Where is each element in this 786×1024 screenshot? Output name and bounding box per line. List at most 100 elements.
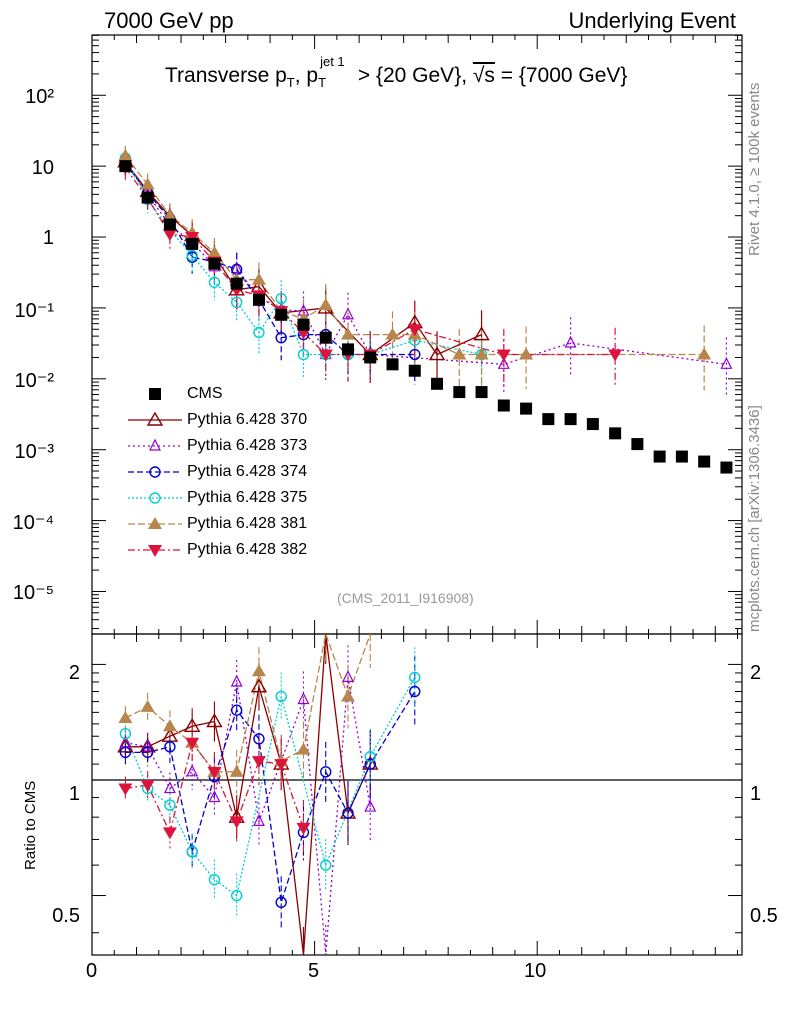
series-point [230,296,243,309]
ratio-tick-label: 0.5 [52,905,80,927]
series-point [428,346,446,361]
legend-entry-374: Pythia 6.428 374 [187,463,308,480]
ratio-point [251,664,266,677]
cms-point [675,450,688,463]
cms-point [653,450,666,463]
ratio-frame [91,633,743,956]
ratio-point [250,678,268,693]
cms-point [186,237,199,250]
header-right: Underlying Event [568,8,736,33]
y-tick-label: 10⁻⁴ [12,512,54,534]
series-point [452,347,467,360]
cms-point [208,257,221,270]
ratio-point [185,737,200,750]
ratio-point [119,727,132,740]
series-point [608,349,623,362]
ratio-point [230,704,243,716]
y-tick-label: 10⁻¹ [14,300,54,322]
ratio-point [275,896,287,909]
ratio-point [275,690,287,703]
ratio-point [229,764,244,777]
legend-marker [149,466,161,478]
ratio-point [117,738,134,753]
series-point [230,261,243,274]
chart-title: Transverse pT, pT jet 1 > {20 GeV}, √s = … [165,54,627,91]
series-point [208,276,221,288]
ratio-point [230,889,243,902]
ratio-point [183,717,201,732]
y-tick-label: 10⁻³ [14,441,54,463]
legend-entry-370: Pythia 6.428 370 [187,411,308,428]
ratio-point [342,807,354,819]
y-tick-label: 10² [25,86,54,108]
ratio-ylabel: Ratio to CMS [22,780,39,870]
cms-point [431,377,444,390]
cms-point [341,343,354,356]
legend-entry-cms: CMS [187,385,223,402]
ratio-point [141,739,154,752]
series-point [409,348,421,361]
ratio-point [342,670,354,682]
title-part1: Transverse p [165,64,287,87]
ratio-point [186,764,199,777]
ratio-tick-label-right: 1 [750,783,762,805]
ratio-tick-label-right: 2 [750,662,762,684]
ratio-point [162,827,177,840]
series-point [275,332,287,344]
ratio-point [364,758,376,770]
ratio-point [164,799,176,811]
ratio-point [320,766,332,778]
legend-entry-375: Pythia 6.428 375 [187,489,308,506]
cms-point [319,331,332,344]
title-part3: > {20 GeV}, [352,64,473,87]
ratio-point [206,713,223,728]
legend-entry-373: Pythia 6.428 373 [187,437,308,454]
cms-point [408,364,421,377]
cms-point [230,277,243,290]
ratio-point [364,750,376,763]
series-point [162,208,177,221]
y-tick-label: 10⁻⁵ [12,582,54,604]
mcplots-label: mcplots.cern.ch [arXiv:1306.3436] [746,405,763,632]
series-point [519,347,534,360]
ratio-point [208,790,221,803]
ratio-point [208,873,221,886]
y-tick-label: 10⁻² [14,370,54,392]
ratio-point [141,746,154,759]
ratio-point [296,822,311,835]
x-tick-label: 10 [524,960,547,982]
ratio-tick-label: 1 [68,783,80,805]
cms-point [386,358,399,371]
series-point [318,349,333,362]
series-point [720,356,733,369]
legend-entry-381: Pythia 6.428 381 [187,515,308,532]
legend-marker [148,545,162,557]
cms-point [163,218,176,231]
title-part2: , p [294,64,319,87]
ratio-point [163,781,176,794]
ratio-line-3 [124,677,416,897]
cms-point [252,293,265,306]
ratio-point [230,674,243,687]
ratio-point [251,756,266,769]
cms-point [609,427,622,440]
x-tick-label: 0 [86,960,98,982]
ratio-line-1 [125,677,371,956]
legend-marker [149,438,161,451]
title-sub1: T [286,75,295,91]
cms-point [497,399,510,412]
ratio-point [364,799,377,812]
series-point [496,349,511,362]
ratio-point [340,689,355,702]
series-point [140,177,155,190]
ratio-point [118,711,133,724]
legend-marker [148,517,162,529]
ratio-point [229,816,244,829]
cms-point [698,455,711,468]
series-point [186,249,198,262]
ratio-point [119,746,132,759]
series-line-5 [124,167,616,356]
cms-point [453,386,466,399]
cms-point [631,438,644,451]
